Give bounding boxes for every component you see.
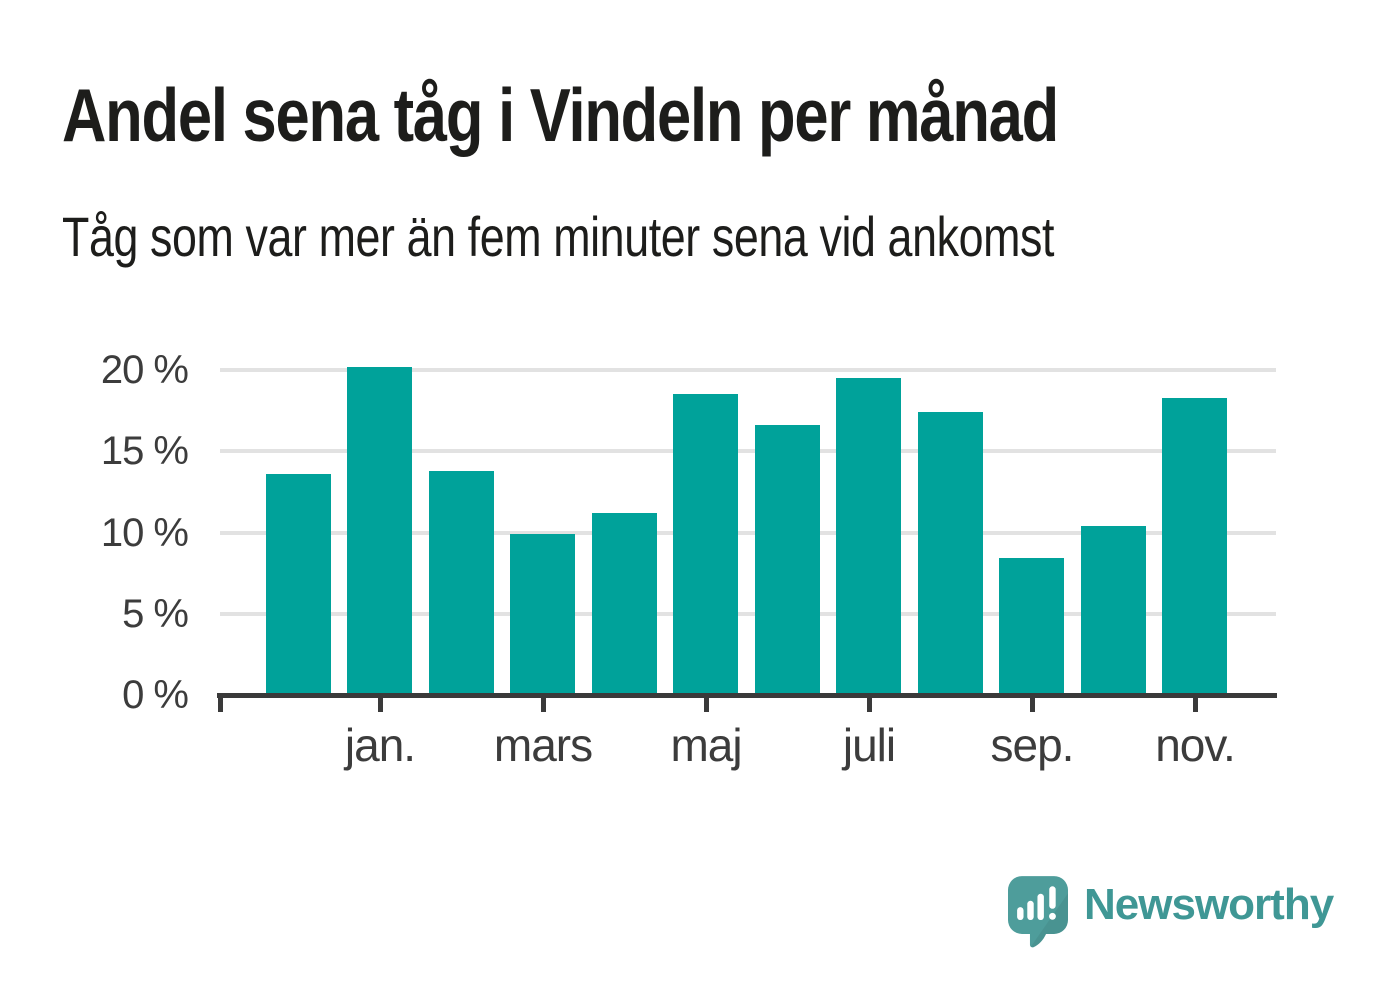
bar-dec: [266, 474, 331, 695]
x-axis-tick: [1030, 697, 1035, 712]
x-tick-label-jan: jan.: [344, 719, 416, 771]
x-tick-label-nov: nov.: [1155, 719, 1236, 771]
y-tick-label: 15 %: [100, 429, 189, 474]
y-tick-label: 10 %: [100, 510, 189, 555]
x-axis-tick: [1193, 697, 1198, 712]
bar-nov: [1162, 398, 1227, 695]
bar-juli: [836, 378, 901, 695]
bar-mars: [510, 534, 575, 695]
bar-apr: [592, 513, 657, 695]
x-tick-label-maj: maj: [670, 719, 742, 771]
x-tick-label-sep: sep.: [990, 719, 1075, 771]
newsworthy-logo-icon: [1008, 876, 1068, 948]
bar-chart-glyph: [1017, 893, 1044, 921]
bar-feb: [429, 471, 494, 695]
bar-maj: [673, 394, 738, 695]
x-axis-tick: [378, 697, 383, 712]
exclamation-glyph: [1049, 886, 1056, 920]
y-tick-label: 0 %: [122, 673, 189, 717]
brand-wordmark: Newsworthy: [1084, 880, 1334, 929]
y-tick-label: 20 %: [100, 348, 189, 392]
gridline-10-pct: [220, 530, 1276, 535]
gridline-5-pct: [220, 611, 1276, 616]
gridline-20-pct: [220, 368, 1276, 372]
y-tick-label: 5 %: [122, 591, 189, 636]
chart-title: Andel sena tåg i Vindeln per månad: [62, 73, 1059, 157]
bar-jan: [347, 367, 412, 695]
x-axis-tick: [218, 697, 223, 712]
chart-subtitle: Tåg som var mer än fem minuter sena vid …: [62, 205, 1055, 268]
x-tick-label-juli: juli: [842, 719, 896, 771]
x-axis-line: [217, 693, 1277, 698]
gridline-15-pct: [220, 449, 1276, 454]
x-axis-tick: [541, 697, 546, 712]
bar-aug: [918, 412, 983, 695]
x-axis-tick: [704, 697, 709, 712]
x-axis-tick: [867, 697, 872, 712]
bar-sep: [999, 558, 1064, 695]
bar-okt: [1081, 526, 1146, 695]
brand-footer: Newsworthy: [1008, 876, 1334, 948]
bar-juni: [755, 425, 820, 695]
x-tick-label-mars: mars: [493, 719, 593, 771]
bubble-shading: [1030, 893, 1068, 948]
